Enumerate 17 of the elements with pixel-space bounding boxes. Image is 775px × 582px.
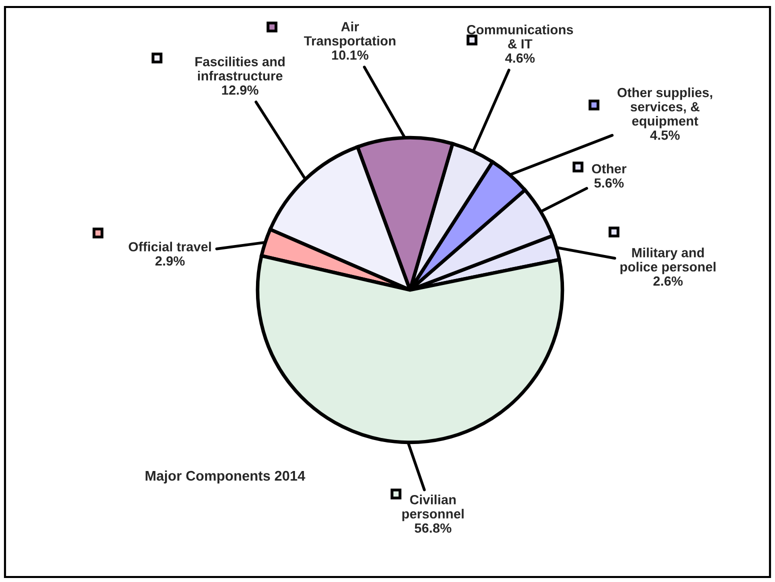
legend-label: Other	[592, 164, 626, 174]
slice-label: Air Transportation	[304, 22, 396, 48]
text: Major Components 2014	[146, 470, 306, 484]
data-label: 4.5%	[650, 130, 680, 140]
slice-label: Official travel	[128, 242, 211, 252]
legend-label: Civilian personnel	[402, 494, 464, 522]
data-label: 5.6%	[594, 178, 624, 188]
slice-label: Communications & IT	[467, 24, 573, 49]
data-label: 10.1%	[332, 50, 368, 60]
data-label: 2.9%	[155, 256, 185, 266]
data-label: 56.8%	[414, 523, 452, 533]
legend-label: Other supplies, services, & equipment	[618, 88, 712, 128]
slice-label: Fascilities and infrastructure	[195, 56, 285, 81]
slice-label: Military and police personel	[620, 248, 716, 274]
data-label: 4.6%	[505, 53, 535, 63]
data-label: 2.6%	[653, 276, 683, 286]
data-label: 12.9%	[222, 85, 258, 95]
